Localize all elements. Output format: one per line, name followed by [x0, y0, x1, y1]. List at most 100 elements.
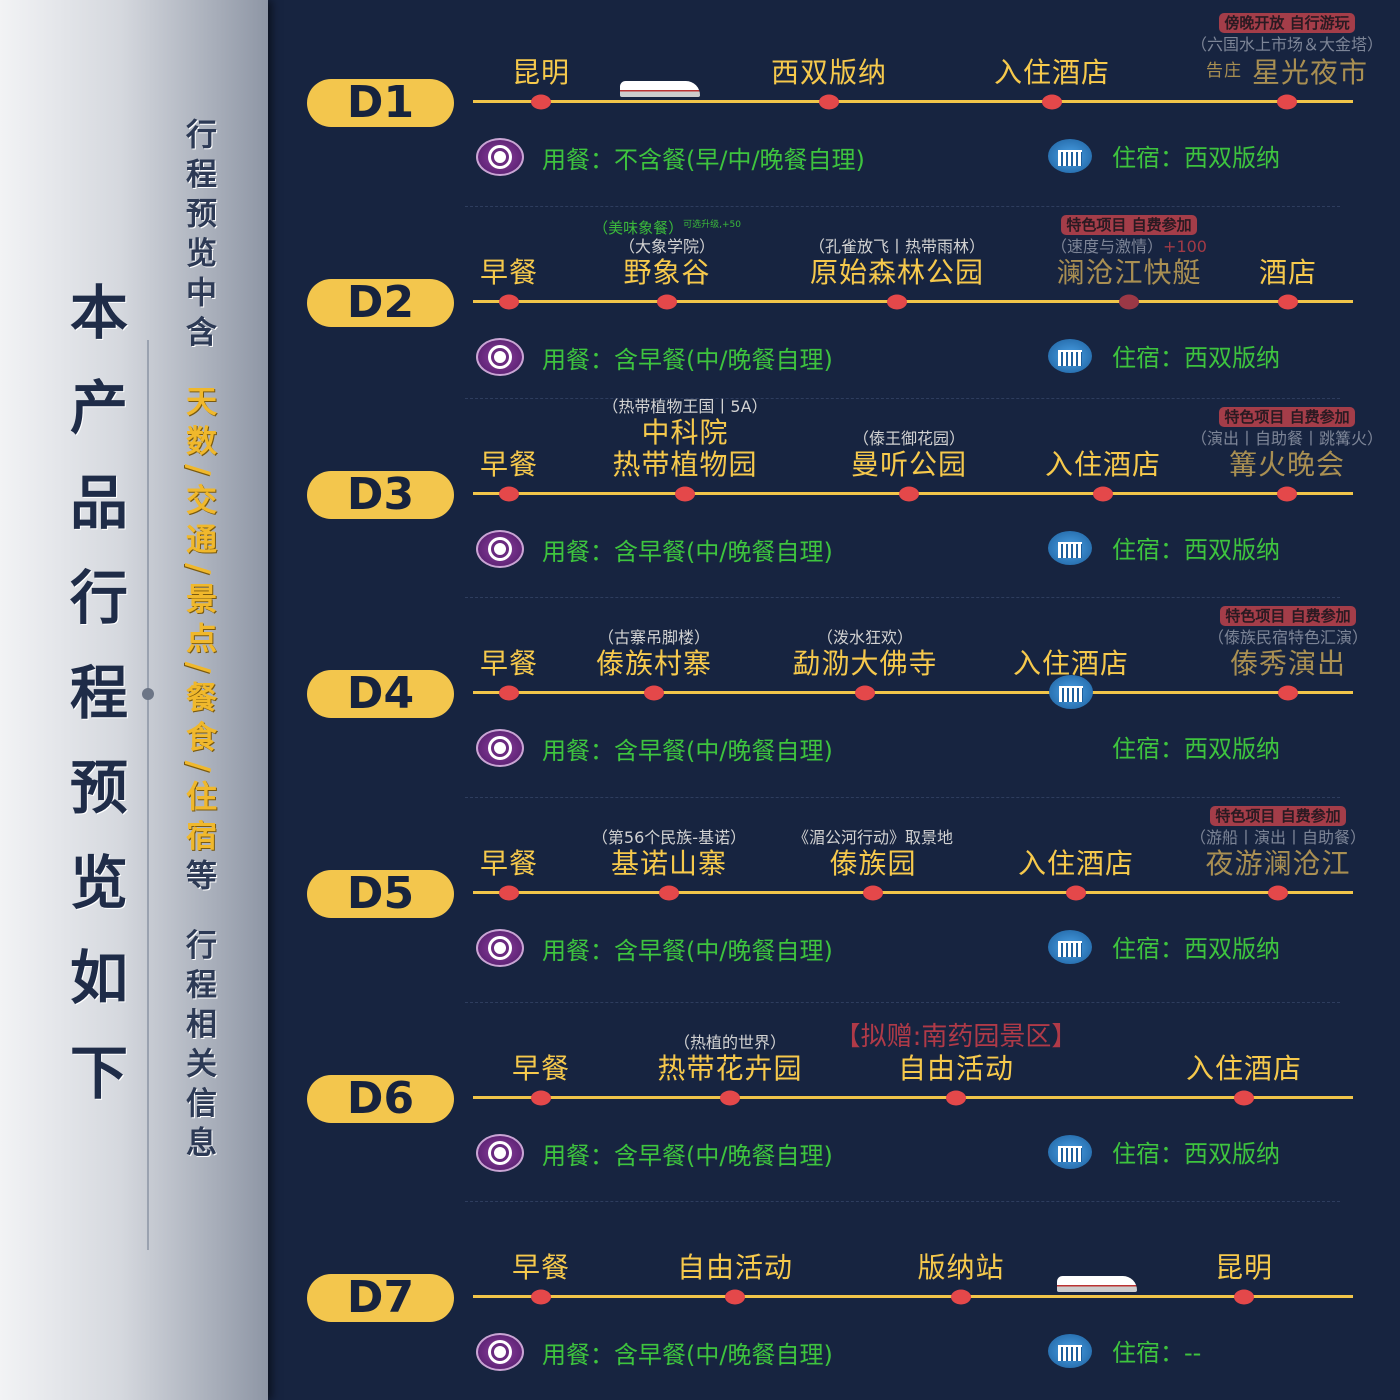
day-badge: D5 — [307, 870, 454, 918]
lodging-info: 住宿：西双版纳 — [1048, 138, 1280, 173]
day-separator — [465, 206, 1340, 207]
stop-label: 早餐 — [512, 1252, 570, 1284]
meal-text: 用餐：含早餐(中/晚餐自理) — [542, 736, 833, 765]
stop: 西双版纳 — [771, 57, 887, 89]
stop: 入住酒店 — [994, 57, 1110, 89]
stop: 昆明 — [512, 57, 570, 89]
lodging-text: 住宿：-- — [1112, 1339, 1202, 1367]
meal-text: 用餐：含早餐(中/晚餐自理) — [542, 1340, 833, 1369]
meal-icon — [476, 138, 524, 176]
meal-text: 用餐：含早餐(中/晚餐自理) — [542, 537, 833, 566]
stop-label: 热带花卉园 — [657, 1053, 802, 1085]
stop-label: 篝火晚会 — [1229, 449, 1345, 481]
hotel-building — [1058, 149, 1082, 166]
plate — [491, 148, 509, 166]
optional-badge: 傍晚开放 自行游玩 — [1219, 13, 1355, 33]
stop-label: 入住酒店 — [1018, 848, 1134, 880]
stop-name: 早餐 — [479, 647, 539, 680]
stop: （热带植物王国丨5A） 中科院 热带植物园 — [602, 397, 767, 481]
stop-label: 自由活动 — [898, 1053, 1014, 1085]
stop-subtitle: （热带植物王国丨5A） — [602, 397, 767, 417]
stop: 【拟赠:南药园景区】 自由活动 — [835, 1021, 1078, 1085]
stop: 特色项目 自费参加 （演出丨自助餐丨跳篝火） 篝火晚会 — [1191, 407, 1383, 481]
stop-subtitle-text: （速度与激情） — [1051, 237, 1164, 256]
meal-icon — [476, 1333, 524, 1371]
plate — [491, 739, 509, 757]
sidebar-divider-dot — [142, 688, 154, 700]
stop-name: 入住酒店 — [993, 56, 1111, 89]
hotel-building — [1058, 1344, 1082, 1361]
stop-name: 野象谷 — [623, 256, 711, 289]
sidebar-divider — [147, 340, 149, 1250]
hotel-icon — [1048, 1333, 1092, 1368]
stop-subtitle: （大象学院） — [619, 237, 715, 257]
stop-dot — [855, 685, 875, 701]
stop-dot — [1277, 486, 1297, 502]
stop: 傍晚开放 自行游玩 （六国水上市场＆大金塔） 告庄 星光夜市 — [1191, 13, 1383, 89]
stop-label: 傣秀演出 — [1230, 648, 1346, 680]
stop-dot — [659, 885, 679, 901]
stop: 早餐 — [480, 449, 538, 481]
timeline-line — [473, 100, 1353, 103]
stop-subtitle: （古寨吊脚楼） — [598, 628, 710, 648]
stop-name: 入住酒店 — [1185, 1052, 1303, 1085]
stop-label: 入住酒店 — [1186, 1053, 1302, 1085]
stop-dot — [1066, 885, 1086, 901]
day-badge: D2 — [307, 279, 454, 327]
stop-label: 入住酒店 — [1013, 648, 1129, 680]
stop-name: 傣族园 — [829, 847, 917, 880]
stop: （美味象餐）可选升级,+50 （大象学院） 野象谷 — [593, 216, 741, 289]
stop-name: 自由活动 — [676, 1251, 794, 1284]
upgrade-note: （美味象餐）可选升级,+50 — [593, 216, 741, 237]
stop-name: 入住酒店 — [1017, 847, 1135, 880]
stop: 早餐 — [512, 1252, 570, 1284]
stop: 版纳站 — [917, 1252, 1004, 1284]
meal-icon — [476, 729, 524, 767]
lodging-info: 住宿：西双版纳 — [1048, 929, 1280, 964]
hotel-building — [1058, 940, 1082, 957]
stop-subtitle: （热植的世界） — [674, 1033, 786, 1053]
stop-dot — [819, 94, 839, 110]
stop-subtitle-text: （第56个民族-基诺） — [591, 828, 747, 847]
stop-dot — [1234, 1090, 1254, 1106]
stop-dot — [531, 1090, 551, 1106]
meal-icon — [476, 1134, 524, 1172]
stop: 早餐 — [480, 648, 538, 680]
stop-dot — [863, 885, 883, 901]
stop-subtitle-text: （热植的世界） — [673, 1033, 787, 1052]
stop-subtitle-text: （泼水狂欢） — [816, 628, 914, 647]
hotel-building — [1058, 1145, 1082, 1162]
stop-subtitle: （游船丨演出丨自助餐） — [1190, 828, 1366, 848]
timeline-line — [473, 891, 1353, 894]
hotel-icon — [1048, 1134, 1092, 1169]
meal-info: 用餐：含早餐(中/晚餐自理) — [476, 530, 833, 568]
stop-name: 早餐 — [511, 1052, 571, 1085]
stop-subtitle-text: （热带植物王国丨5A） — [602, 397, 768, 416]
plate — [491, 939, 509, 957]
meal-text: 用餐：含早餐(中/晚餐自理) — [542, 345, 833, 374]
stop-name: 入住酒店 — [1044, 448, 1162, 481]
hotel-icon — [1048, 138, 1092, 173]
stop-dot — [675, 486, 695, 502]
stop: 自由活动 — [677, 1252, 793, 1284]
stop-subtitle: （泼水狂欢） — [817, 628, 913, 648]
stop-subtitle: （傣王御花园） — [853, 429, 965, 449]
stop-dot — [499, 685, 519, 701]
extra-price: +100 — [1163, 237, 1207, 256]
stop-name: 篝火晚会 — [1228, 448, 1346, 481]
stop: （古寨吊脚楼） 傣族村寨 — [596, 628, 712, 680]
stop-name: 星光夜市 — [1251, 56, 1369, 89]
stop-label: 早餐 — [480, 449, 538, 481]
meal-info: 用餐：含早餐(中/晚餐自理) — [476, 929, 833, 967]
lodging-text: 住宿：西双版纳 — [1112, 144, 1280, 172]
meal-info: 用餐：不含餐(早/中/晚餐自理) — [476, 138, 865, 176]
hotel-building — [1058, 541, 1082, 558]
stop-label: 入住酒店 — [1045, 449, 1161, 481]
gift-note: 【拟赠:南药园景区】 — [834, 1022, 1078, 1052]
stop: 《湄公河行动》取景地 傣族园 — [793, 828, 953, 880]
stop-name: 版纳站 — [917, 1251, 1005, 1284]
stop-subtitle: 《湄公河行动》取景地 — [793, 828, 953, 848]
stop-name: 自由活动 — [897, 1052, 1015, 1085]
day-separator — [465, 398, 1340, 399]
stop-dot — [499, 885, 519, 901]
